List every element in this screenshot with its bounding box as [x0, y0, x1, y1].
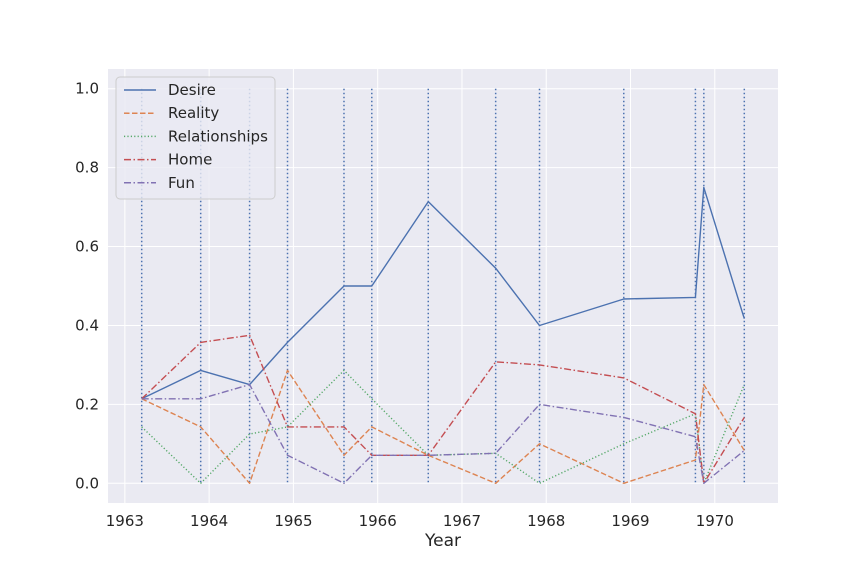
y-tick-label: 0.6 [75, 238, 99, 256]
legend-label: Home [168, 151, 212, 169]
x-tick-label: 1963 [106, 512, 144, 530]
x-tick-label: 1969 [611, 512, 649, 530]
grid [108, 69, 778, 503]
x-tick-label: 1970 [696, 512, 734, 530]
legend-entries: Desire Reality Relationships Home Fun [124, 81, 268, 192]
legend: Desire Reality Relationships Home Fun [115, 76, 276, 200]
x-axis-ticks: 1963 1964 1965 1966 1967 1968 1969 1970 [106, 512, 734, 530]
event-lines [140, 88, 746, 484]
legend-label: Desire [168, 81, 216, 99]
x-tick-label: 1968 [527, 512, 565, 530]
y-axis-ticks: 0.0 0.2 0.4 0.6 0.8 1.0 [75, 80, 99, 493]
y-tick-label: 1.0 [75, 80, 99, 98]
y-tick-label: 0.2 [75, 395, 99, 413]
x-axis-title: Year [424, 531, 461, 551]
series-lines [141, 186, 745, 484]
legend-box [115, 76, 276, 200]
x-tick-label: 1966 [359, 512, 397, 530]
legend-label: Fun [168, 174, 195, 192]
x-tick-label: 1967 [443, 512, 481, 530]
x-tick-label: 1964 [190, 512, 228, 530]
series-line-home [141, 334, 745, 484]
legend-label: Reality [168, 104, 219, 122]
y-tick-label: 0.8 [75, 159, 99, 177]
y-tick-label: 0.4 [75, 316, 99, 334]
series-line-fun [141, 383, 745, 484]
y-tick-label: 0.0 [75, 474, 99, 492]
legend-label: Relationships [168, 127, 268, 145]
x-tick-label: 1965 [274, 512, 312, 530]
